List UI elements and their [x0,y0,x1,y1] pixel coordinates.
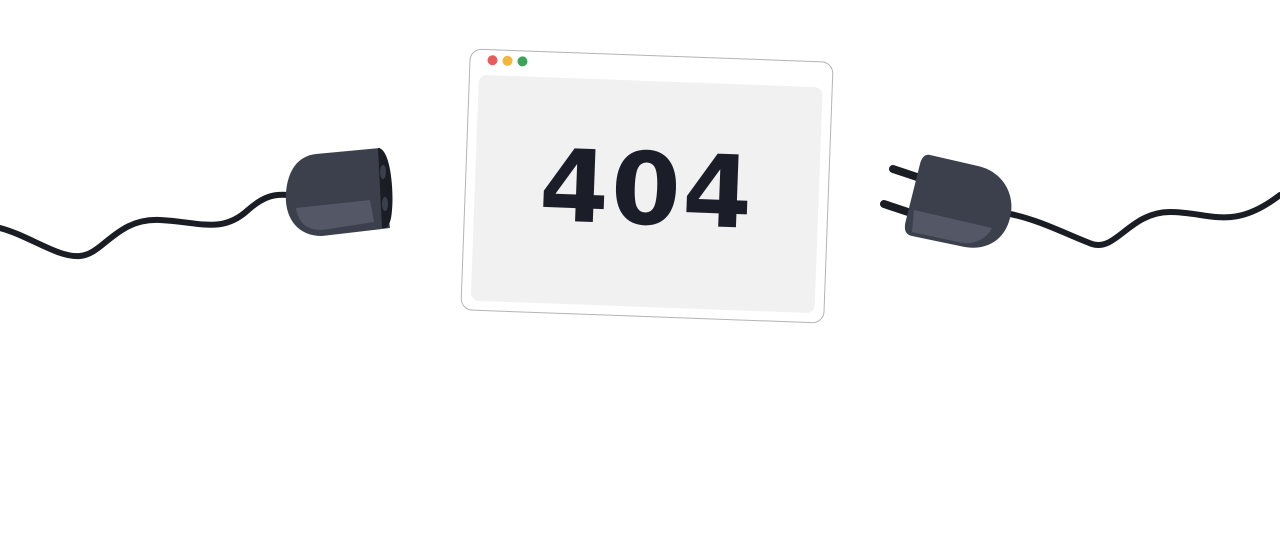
browser-screen: 404 [470,74,823,314]
right-cable [1007,192,1280,249]
maximize-dot [517,56,528,67]
plug-icon [880,154,1012,248]
socket-icon [285,148,393,236]
close-dot [487,55,498,66]
browser-window: 404 [460,48,834,324]
window-controls [487,55,528,67]
left-cable [0,191,291,260]
error-code: 404 [537,127,757,252]
minimize-dot [502,55,513,66]
